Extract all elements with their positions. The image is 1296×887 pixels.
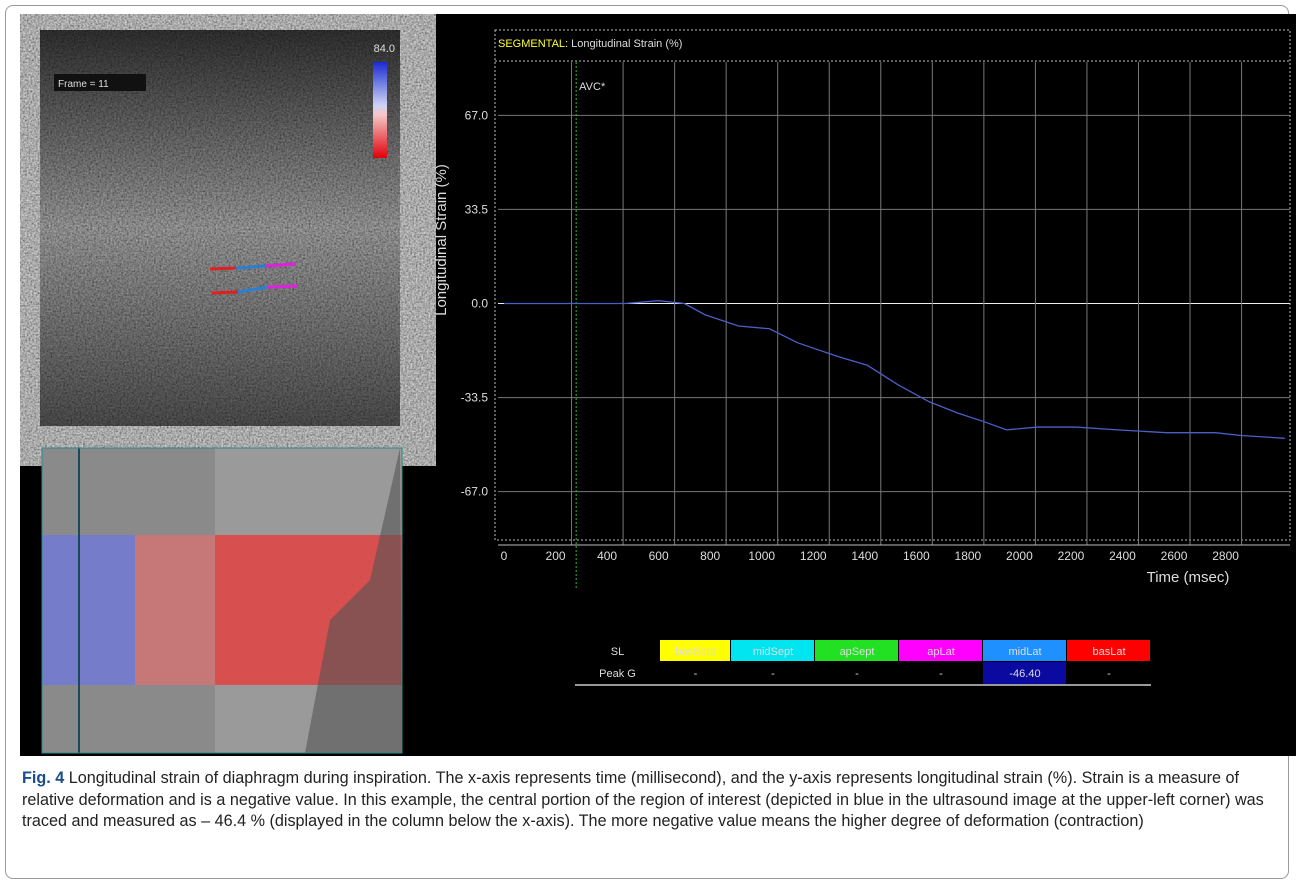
x-tick-label: 800 [700,549,720,563]
x-tick-label: 1000 [748,549,775,563]
mmode-border [41,447,403,754]
x-axis-label: Time (msec) [1147,569,1230,586]
header-cell [731,640,814,661]
x-tick-label: 2600 [1161,549,1188,563]
body-text: - [1107,668,1111,680]
header-cell [1067,640,1150,661]
header-text: midSept [753,646,793,658]
chart-frame [494,29,1291,541]
title-lead: SEGMENTAL: [498,38,568,50]
x-tick-label: 600 [649,549,669,563]
x-tick-label: 1800 [955,549,982,563]
peak-table: SL basSept midSept apSept apLat midLat basLat P… [575,640,1151,686]
y-tick-label: 67.0 [465,108,489,122]
color-bar [373,62,387,158]
x-tick-label: 2400 [1109,549,1136,563]
header-cell [983,640,1066,661]
header-text: midLat [1008,646,1041,658]
roi [209,262,299,295]
annotation-label: AVC* [579,81,606,93]
chart-title: SEGMENTAL: Longitudinal Strain (%) [498,38,682,50]
x-tick-label: 0 [501,549,508,563]
frame-box [54,74,146,91]
header-cell [899,640,982,661]
body-text: - [694,668,698,680]
mmode-shadow [305,448,402,753]
body-text: - [939,668,943,680]
x-tick-label: 200 [546,549,566,563]
body-cell [575,662,659,684]
body-cell [731,662,814,684]
y-axis-label: Longitudinal Strain (%) [433,164,450,316]
frame-label: Frame = 11 [58,79,109,90]
caption-text: Longitudinal strain of diaphragm during … [22,769,1264,830]
header-text: SL [611,646,624,658]
body-cell [899,662,982,684]
strain-line [504,300,1285,439]
x-tick-label: 2200 [1058,549,1085,563]
body-text: -46.40 [1009,668,1040,680]
header-text: apSept [840,646,875,658]
x-tick-label: 1200 [800,549,827,563]
body-cell [983,662,1066,684]
y-tick-label: 33.5 [465,202,489,216]
caption-label: Fig. 4 [22,769,65,787]
header-cell [575,640,659,661]
body-text: - [771,668,775,680]
body-cell [1067,662,1150,684]
mmode-blue [42,535,135,685]
header-text: basSept [675,646,715,658]
x-tick-label: 400 [597,549,617,563]
caption: Fig. 4 Longitudinal strain of diaphragm … [22,768,1272,833]
body-text: - [855,668,859,680]
body-cell [660,662,730,684]
x-tick-label: 1600 [903,549,930,563]
screenshot: Frame = 11 84.0 SEGMENTAL: Longitudinal … [20,14,1296,756]
ultrasound-shade [40,30,400,426]
y-tick-label: -67.0 [461,485,489,499]
body-text: Peak G [599,668,636,680]
x-tick-label: 2000 [1006,549,1033,563]
y-tick-label: -33.5 [461,391,489,405]
body-cell [815,662,898,684]
x-tick-label: 1400 [851,549,878,563]
y-tick-label: 0.0 [471,297,488,311]
title-text: Longitudinal Strain (%) [571,38,682,50]
scale-max: 84.0 [374,43,395,55]
header-text: apLat [927,646,955,658]
header-cell [660,640,730,661]
header-cell [815,640,898,661]
x-tick-label: 2800 [1212,549,1239,563]
header-text: basLat [1092,646,1125,658]
